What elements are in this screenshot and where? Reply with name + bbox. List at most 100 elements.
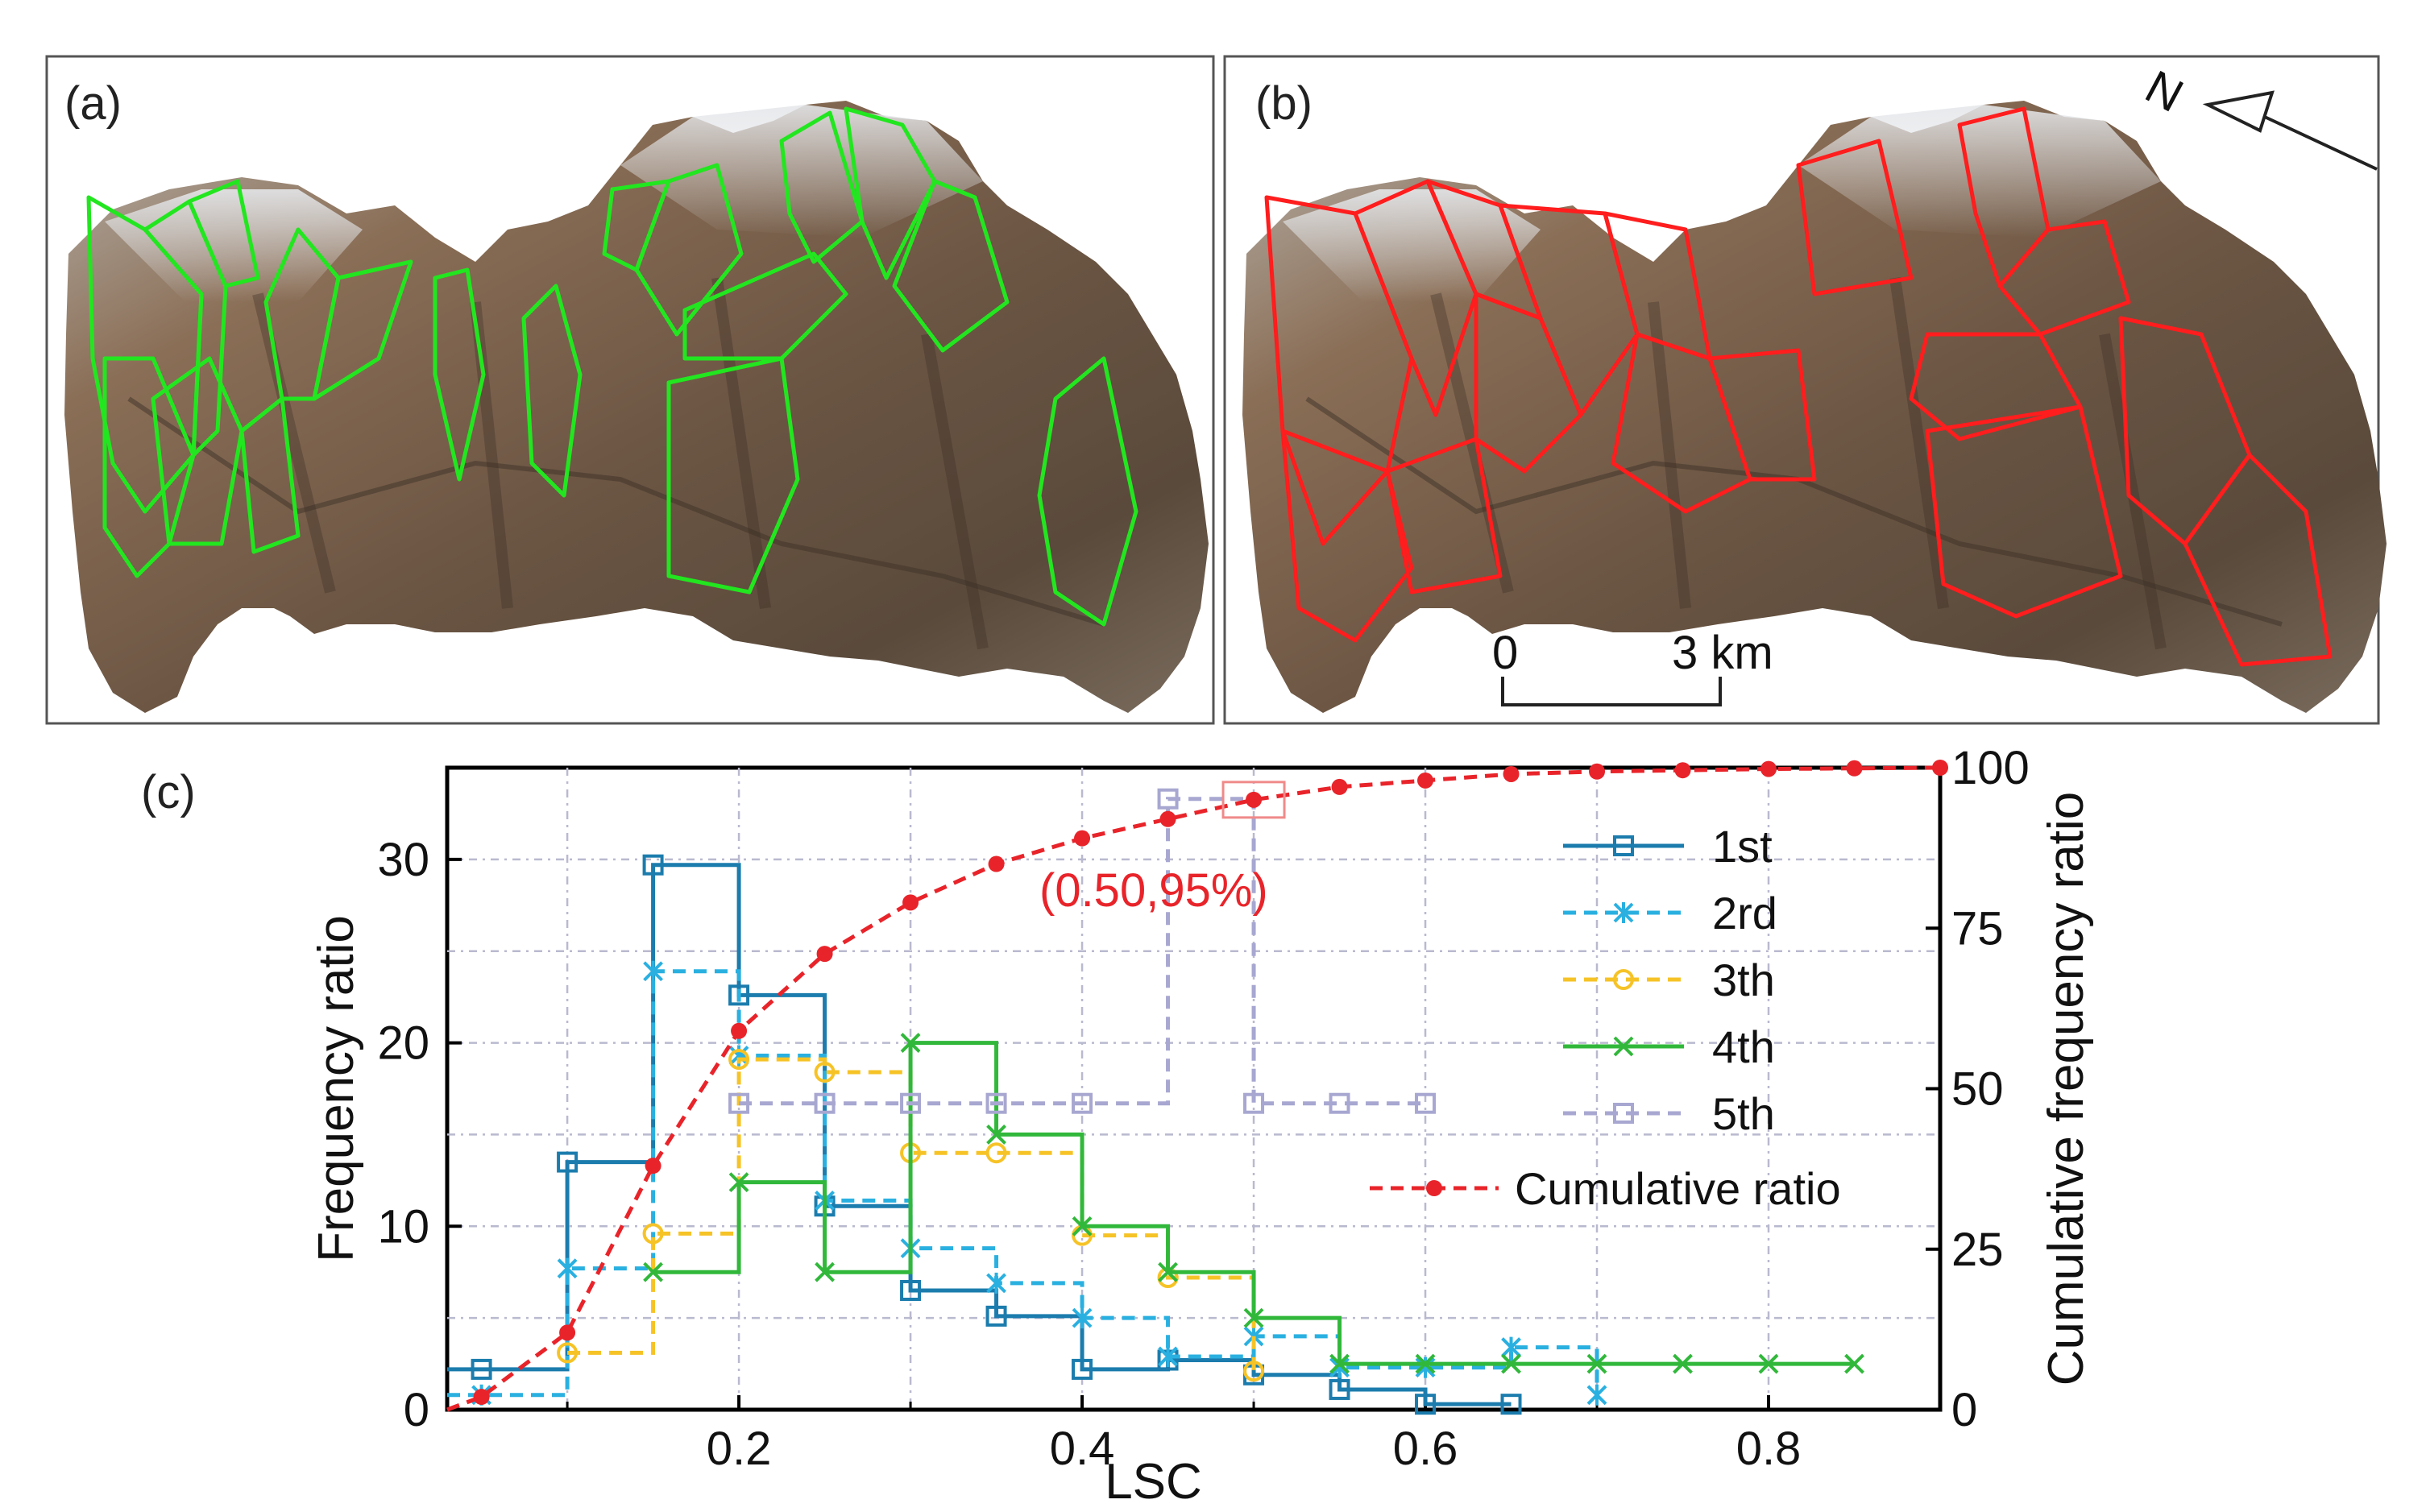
legend-item-cumulative: Cumulative ratio	[1370, 1163, 1841, 1214]
series-4th	[643, 1033, 1864, 1374]
y-axis-right: 0 25 50 75 100	[1926, 742, 2030, 1436]
a-slope-unit-5	[151, 356, 244, 546]
a-slope-unit-6	[239, 396, 301, 554]
data-point	[728, 1092, 750, 1114]
data-point	[557, 1342, 579, 1364]
legend-label: 4th	[1712, 1021, 1775, 1072]
b-slope-unit-13	[1997, 219, 2131, 337]
legend-item-2rd: 2rd	[1563, 888, 1777, 938]
series-layer	[446, 760, 1948, 1415]
data-point	[985, 1142, 1007, 1164]
data-point	[1329, 1378, 1350, 1400]
series-cumulative-ratio	[446, 760, 1948, 1412]
data-point	[1158, 1345, 1178, 1367]
annotation-highlight-box	[1221, 781, 1286, 819]
north-arrow-line	[2255, 111, 2378, 171]
data-point	[1758, 1353, 1779, 1374]
y-axis-left: 0 10 20 30	[377, 834, 462, 1436]
data-point	[1932, 760, 1948, 776]
data-point	[1417, 772, 1434, 789]
scale-bar: 0 3 km	[1492, 627, 1773, 706]
data-point	[473, 1389, 490, 1406]
panel-a-satellite-image	[64, 101, 1209, 713]
legend-marker	[1613, 835, 1634, 856]
data-point	[557, 1257, 578, 1279]
data-point	[986, 1125, 1006, 1145]
annotation: (0.50,95%)	[1039, 781, 1286, 917]
legend-label: 2rd	[1712, 888, 1777, 938]
data-point	[1415, 1092, 1437, 1114]
data-point	[643, 960, 664, 982]
data-point	[986, 1272, 1006, 1294]
y-tick-label: 20	[377, 1017, 429, 1070]
data-point	[1243, 1307, 1264, 1328]
data-point	[902, 894, 919, 911]
b-slope-unit-6	[1474, 292, 1583, 474]
legend-item-3th: 3th	[1563, 955, 1775, 1005]
scale-bar-end-label: 3 km	[1672, 627, 1773, 679]
legend-label: Cumulative ratio	[1515, 1163, 1841, 1214]
data-point	[1072, 1092, 1093, 1114]
data-point	[728, 1172, 749, 1193]
x-tick-label: 0.6	[1393, 1423, 1458, 1475]
north-arrow-head	[2202, 90, 2275, 133]
a-slope-unit-10	[521, 284, 583, 498]
data-point	[1415, 1357, 1436, 1378]
y-tick-label: 10	[377, 1200, 429, 1253]
b-slope-unit-11	[1796, 139, 1914, 296]
series-5th	[728, 788, 1437, 1114]
scale-bar-line	[1501, 677, 1722, 706]
slope-unit-outlines-a	[86, 106, 1138, 627]
data-point	[1157, 788, 1179, 810]
panel-b-label: (b)	[1255, 77, 1313, 130]
b-slope-unit-4	[1280, 429, 1414, 643]
legend-marker	[1613, 1036, 1634, 1057]
data-point	[1243, 1092, 1265, 1114]
b-slope-unit-14	[1909, 332, 2083, 441]
b-slope-unit-15	[1925, 404, 2123, 619]
data-point	[988, 855, 1005, 872]
legend-marker	[1613, 969, 1634, 990]
slope-unit-outlines-b	[1264, 106, 2333, 667]
a-slope-unit-18	[1037, 356, 1138, 627]
b-slope-unit-5	[1385, 437, 1503, 594]
data-point	[728, 984, 750, 1006]
a-slope-unit-9	[433, 267, 486, 482]
legend-marker	[1613, 1103, 1634, 1124]
legend-label: 1st	[1712, 821, 1773, 872]
grid	[447, 768, 1940, 1410]
a-slope-unit-16	[844, 106, 937, 280]
x-tick-label: 0.8	[1736, 1423, 1802, 1475]
annotation-label: (0.50,95%)	[1039, 864, 1268, 917]
x-tick-label: 0.2	[707, 1423, 772, 1475]
data-point	[643, 1261, 664, 1282]
data-point	[1329, 1092, 1350, 1114]
data-point	[1158, 1261, 1178, 1282]
a-slope-unit-14	[666, 356, 800, 594]
data-point	[1074, 830, 1091, 847]
a-slope-unit-7	[263, 227, 341, 401]
data-point	[900, 1092, 922, 1114]
data-point	[1159, 810, 1176, 827]
x-axis-title: LSC	[1105, 1454, 1202, 1510]
data-point	[815, 1261, 835, 1282]
data-point	[1673, 1353, 1693, 1374]
a-slope-unit-13	[682, 251, 848, 361]
data-point	[1072, 1358, 1093, 1380]
data-point	[1586, 1353, 1607, 1374]
data-point	[1501, 1353, 1521, 1374]
b-slope-unit-2	[1353, 179, 1478, 417]
data-point	[985, 1092, 1007, 1114]
data-point	[1674, 762, 1691, 779]
data-point	[1589, 763, 1606, 780]
data-point	[814, 1092, 836, 1114]
chart: 0.2 0.4 0.6 0.8 0 10 20 30 0 25 50 75 100 1st 2rd 3t…	[309, 742, 2094, 1510]
data-point	[642, 1223, 664, 1245]
data-point	[814, 1062, 836, 1083]
legend-label: 3th	[1712, 955, 1775, 1005]
legend: 1st 2rd 3th 4th 5th Cumulative ratio	[1370, 821, 1841, 1214]
y2-tick-label: 75	[1951, 902, 2004, 955]
panel-b-satellite-image	[1242, 101, 2387, 713]
data-point	[816, 946, 833, 963]
